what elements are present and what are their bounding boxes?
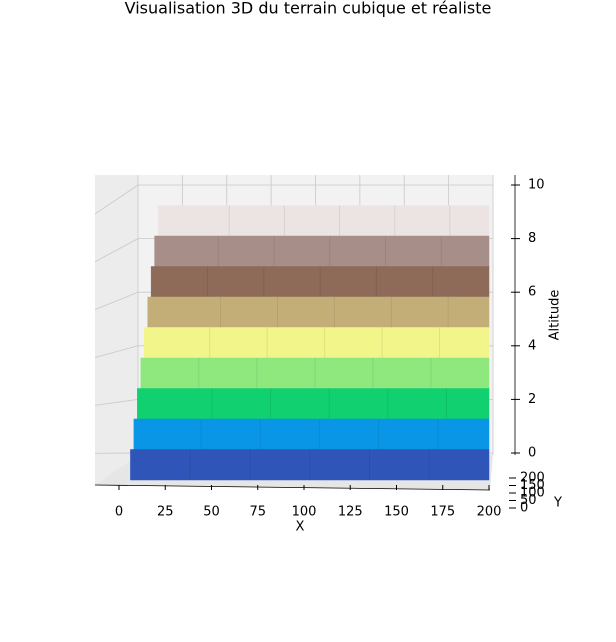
y-axis-label: Y xyxy=(553,496,562,511)
z-tick-label: 10 xyxy=(528,178,545,193)
terrace xyxy=(155,236,489,267)
z-tick-label: 6 xyxy=(528,285,536,300)
z-tick-label: 8 xyxy=(528,231,536,246)
z-tick-label: 0 xyxy=(528,446,536,461)
terrace xyxy=(148,297,489,328)
x-tick-label: 150 xyxy=(384,505,409,520)
terrace xyxy=(144,328,489,359)
z-axis-label: Altitude xyxy=(548,290,563,341)
z-tick-label: 4 xyxy=(528,338,536,353)
terrace xyxy=(158,206,489,237)
x-tick-label: 25 xyxy=(157,505,174,520)
y-tick-label: 200 xyxy=(520,471,545,486)
x-tick-label: 200 xyxy=(477,505,502,520)
z-tick-label: 2 xyxy=(528,392,536,407)
x-tick-label: 175 xyxy=(430,505,455,520)
chart-title: Visualisation 3D du terrain cubique et r… xyxy=(125,0,492,18)
x-tick-label: 100 xyxy=(292,505,317,520)
x-tick-label: 125 xyxy=(338,505,363,520)
x-tick-label: 0 xyxy=(115,505,123,520)
x-tick-label: 75 xyxy=(249,505,266,520)
x-axis-label: X xyxy=(296,520,305,535)
x-tick-label: 50 xyxy=(203,505,220,520)
terrace xyxy=(137,389,489,420)
left-pane xyxy=(95,175,138,485)
terrace xyxy=(134,419,489,450)
